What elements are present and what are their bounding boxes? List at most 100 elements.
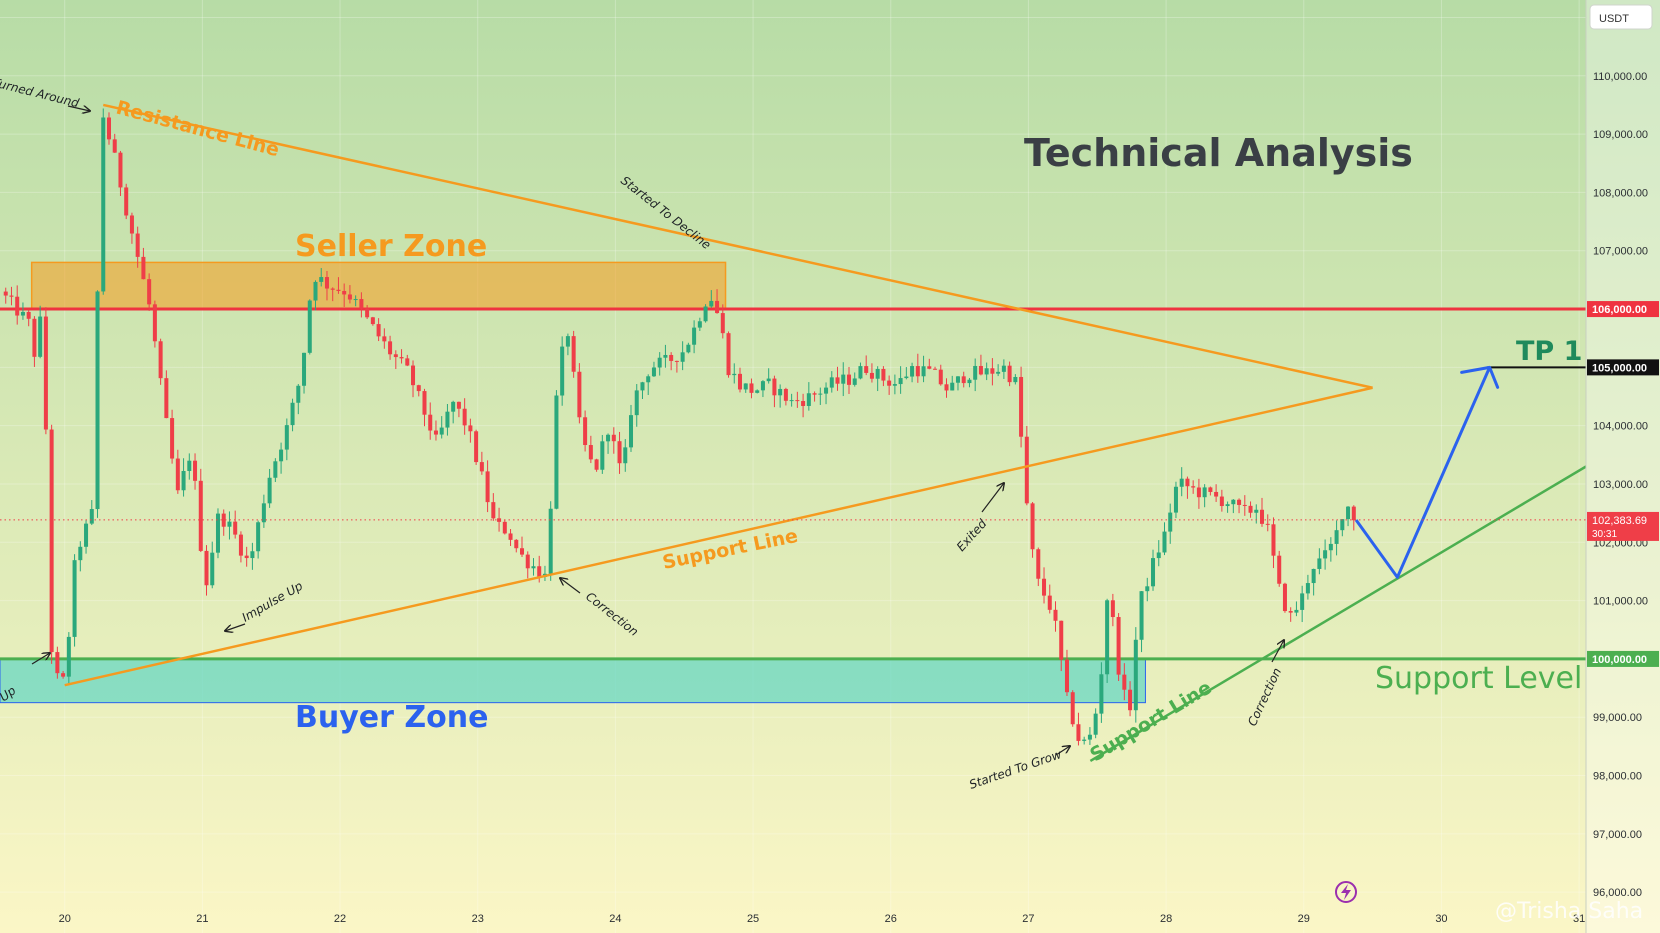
candle-body bbox=[1265, 523, 1270, 525]
price-axis[interactable]: 111,000.00110,000.00109,000.00108,000.00… bbox=[1585, 0, 1660, 933]
x-tick-label: 21 bbox=[196, 913, 208, 925]
candle-body bbox=[302, 352, 307, 386]
candle-body bbox=[95, 291, 100, 510]
candle-body bbox=[594, 459, 599, 470]
candle-body bbox=[1179, 478, 1184, 487]
candle-body bbox=[720, 313, 725, 334]
candle-body bbox=[1024, 436, 1029, 504]
candle-body bbox=[1214, 491, 1219, 497]
candle-body bbox=[732, 373, 737, 376]
candle-body bbox=[101, 117, 106, 292]
candle-body bbox=[1042, 578, 1047, 596]
candle-body bbox=[124, 187, 129, 216]
candle-body bbox=[743, 383, 748, 390]
current-price-label: 102,383.69 bbox=[1592, 515, 1647, 527]
candle-body bbox=[623, 447, 628, 464]
candle-body bbox=[227, 521, 232, 527]
turned-around-arrow bbox=[67, 106, 90, 111]
candle-body bbox=[841, 374, 846, 384]
impulse-up-left-arrow bbox=[31, 653, 50, 665]
candle-body bbox=[393, 354, 398, 358]
x-tick-labels[interactable]: 20 21 22 23 24 25 26 27 28 29 30 31 bbox=[59, 913, 1586, 925]
projection-arrowhead bbox=[1460, 365, 1500, 389]
countdown-label: 30:31 bbox=[1592, 529, 1617, 540]
candle-body bbox=[617, 441, 622, 464]
candle-body bbox=[531, 566, 536, 569]
candle-body bbox=[772, 378, 777, 396]
candle-body bbox=[990, 368, 995, 374]
candle-body bbox=[261, 503, 266, 523]
candle-body bbox=[221, 513, 226, 527]
resistance-trendline bbox=[102, 103, 1373, 389]
candle-body bbox=[273, 461, 278, 478]
candle-body bbox=[181, 471, 186, 491]
y-tick-label: 101,000.00 bbox=[1593, 596, 1648, 608]
x-tick-label: 30 bbox=[1435, 913, 1447, 925]
candle-body bbox=[1277, 555, 1282, 584]
candle-body bbox=[388, 341, 393, 355]
candle-body bbox=[1208, 487, 1213, 492]
price-axis-panel bbox=[1586, 0, 1660, 933]
candle-body bbox=[818, 393, 823, 395]
candle-body bbox=[89, 509, 94, 524]
watermark: @Trisha Saha bbox=[1495, 899, 1643, 924]
candle-body bbox=[491, 502, 496, 519]
projection-line bbox=[1354, 366, 1492, 579]
candle-body bbox=[1064, 659, 1069, 693]
candle-body bbox=[1340, 519, 1345, 531]
candle-body bbox=[118, 152, 123, 188]
candle-body bbox=[399, 357, 404, 359]
lightning-icon[interactable] bbox=[1335, 881, 1357, 903]
candle-body bbox=[1099, 674, 1104, 714]
candle-body bbox=[973, 365, 978, 380]
currency-badge-label: USDT bbox=[1599, 13, 1629, 25]
candle-body bbox=[456, 401, 461, 409]
candle-body bbox=[508, 533, 513, 540]
candle-body bbox=[433, 430, 438, 435]
y-tick-label: 110,000.00 bbox=[1593, 71, 1647, 83]
candle-body bbox=[697, 321, 702, 328]
currency-badge[interactable]: USDT bbox=[1589, 4, 1653, 30]
candle-body bbox=[904, 376, 909, 379]
candle-body bbox=[1317, 558, 1322, 569]
candle-body bbox=[715, 300, 720, 314]
candle-body bbox=[984, 368, 989, 375]
candle-body bbox=[1007, 365, 1012, 383]
candle-body bbox=[795, 400, 800, 402]
candle-body bbox=[405, 358, 410, 366]
y-tick-label: 97,000.00 bbox=[1593, 829, 1642, 841]
horizontal-levels bbox=[0, 307, 1586, 661]
candle-body bbox=[1122, 674, 1127, 690]
candle-body bbox=[611, 434, 616, 442]
support-trendline bbox=[64, 386, 1373, 687]
started-to-grow-arrow bbox=[1055, 746, 1070, 756]
candle-body bbox=[324, 277, 329, 289]
candle-body bbox=[1346, 506, 1351, 520]
chart-title: Technical Analysis bbox=[1024, 131, 1413, 175]
candle-body bbox=[588, 445, 593, 460]
candle-body bbox=[1196, 487, 1201, 498]
candle-body bbox=[43, 316, 48, 430]
candle-body bbox=[78, 546, 83, 561]
candle-body bbox=[365, 308, 370, 318]
candle-body bbox=[1271, 524, 1276, 556]
candle-body bbox=[84, 523, 89, 547]
candle-body bbox=[674, 360, 679, 362]
y-tick-label: 99,000.00 bbox=[1593, 712, 1642, 724]
candle-body bbox=[1053, 609, 1058, 621]
candle-body bbox=[864, 366, 869, 373]
candle-body bbox=[330, 288, 335, 290]
x-tick-label: 23 bbox=[472, 913, 484, 925]
candle-body bbox=[1145, 586, 1150, 592]
candle-body bbox=[416, 385, 421, 392]
candle-body bbox=[342, 290, 347, 295]
candle-body bbox=[967, 379, 972, 384]
candle-body bbox=[915, 366, 920, 377]
candle-body bbox=[112, 139, 117, 153]
candle-body bbox=[3, 291, 8, 296]
x-tick-label: 27 bbox=[1022, 913, 1034, 925]
candle-body bbox=[1036, 549, 1041, 579]
candle-body bbox=[755, 390, 760, 393]
candle-body bbox=[20, 311, 25, 316]
